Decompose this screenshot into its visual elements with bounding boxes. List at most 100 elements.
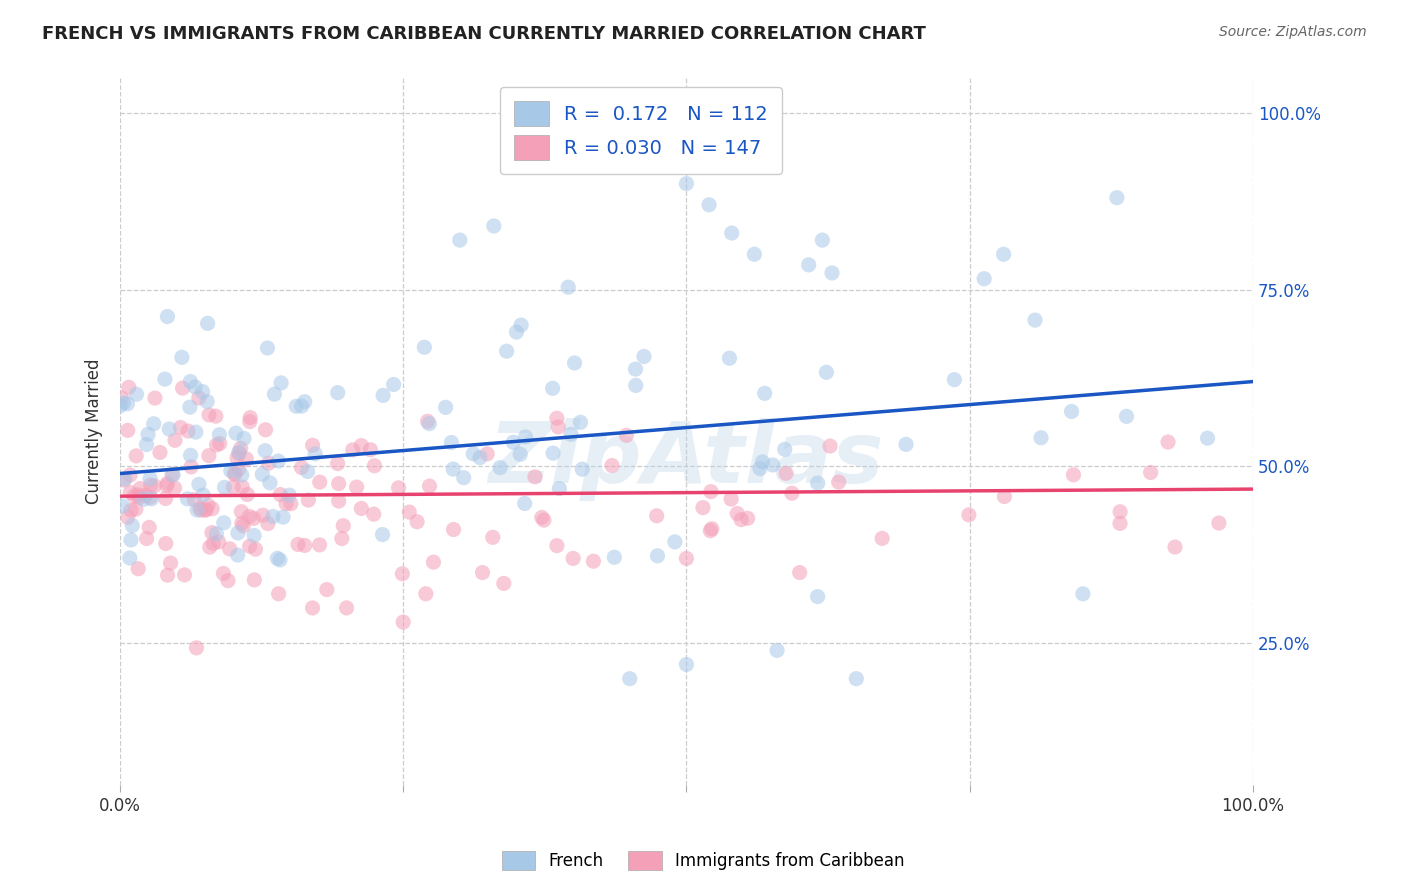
Point (482, 219, 505, 233)
Point (1024, 313, 1046, 327)
Point (675, 657, 697, 672)
Point (224, 466, 246, 480)
Point (807, 590, 830, 604)
Point (225, 426, 247, 441)
Point (179, 400, 201, 414)
Point (141, 491, 163, 506)
Point (190, 503, 212, 517)
Point (138, 520, 160, 534)
Point (232, 519, 254, 533)
Point (297, 465, 319, 479)
Point (252, 508, 274, 523)
Point (108, 399, 131, 413)
Point (205, 526, 228, 541)
Point (177, 424, 200, 438)
Text: FRENCH VS IMMIGRANTS FROM CARIBBEAN CURRENTLY MARRIED CORRELATION CHART: FRENCH VS IMMIGRANTS FROM CARIBBEAN CURR… (42, 25, 927, 43)
Point (191, 384, 214, 399)
Point (475, 447, 498, 461)
Point (263, 387, 285, 401)
Point (647, 549, 669, 563)
Point (135, 437, 157, 451)
Point (239, 410, 262, 425)
Point (228, 462, 250, 476)
Point (208, 535, 231, 549)
Point (205, 409, 228, 424)
Point (111, 499, 134, 513)
Point (1197, 431, 1219, 445)
Point (818, 439, 841, 453)
Point (139, 491, 162, 505)
Legend: R =  0.172   N = 112, R = 0.030   N = 147: R = 0.172 N = 112, R = 0.030 N = 147 (501, 87, 782, 174)
Point (371, 527, 394, 541)
Point (363, 458, 385, 473)
Point (993, 490, 1015, 504)
Point (120, 533, 142, 547)
Point (308, 538, 330, 552)
Point (256, 516, 278, 531)
Point (290, 399, 312, 413)
Point (780, 486, 803, 500)
Point (198, 408, 221, 422)
Point (242, 511, 264, 525)
Point (159, 556, 181, 570)
Point (120, 467, 142, 482)
Point (422, 555, 444, 569)
Point (198, 449, 221, 463)
Point (155, 491, 177, 506)
Point (125, 449, 148, 463)
Point (142, 417, 165, 431)
Point (326, 385, 349, 400)
Point (194, 502, 217, 516)
Point (387, 481, 409, 495)
Point (187, 391, 209, 405)
Point (569, 415, 592, 429)
Point (434, 401, 457, 415)
Point (194, 503, 217, 517)
Point (616, 428, 638, 442)
Point (218, 541, 240, 556)
Point (231, 516, 253, 531)
Text: ZipAtlas: ZipAtlas (489, 417, 884, 501)
Point (110, 391, 132, 405)
Point (692, 500, 714, 515)
Point (163, 434, 186, 448)
Point (330, 532, 353, 546)
Point (751, 455, 773, 469)
Point (510, 318, 533, 332)
Point (624, 362, 647, 376)
Point (280, 497, 302, 511)
Point (127, 488, 149, 502)
Point (664, 534, 686, 549)
Point (541, 381, 564, 395)
Point (762, 458, 785, 472)
Point (789, 566, 811, 580)
Point (328, 476, 350, 491)
Point (332, 518, 354, 533)
Point (562, 551, 585, 566)
Point (156, 568, 179, 582)
Point (541, 446, 564, 460)
Point (160, 467, 183, 482)
Point (509, 447, 531, 461)
Point (195, 394, 218, 409)
Point (675, 551, 697, 566)
Point (139, 472, 162, 486)
Point (256, 341, 278, 355)
Point (252, 467, 274, 482)
Point (163, 481, 186, 495)
Point (120, 485, 142, 500)
Point (624, 378, 647, 392)
Point (350, 501, 373, 516)
Point (180, 459, 202, 474)
Point (815, 365, 838, 379)
Point (226, 525, 249, 540)
Point (235, 452, 257, 467)
Point (1109, 516, 1132, 531)
Point (269, 553, 291, 567)
Point (117, 423, 139, 437)
Point (112, 396, 135, 410)
Point (557, 280, 579, 294)
Point (418, 479, 440, 493)
Point (547, 420, 569, 434)
Point (335, 601, 357, 615)
